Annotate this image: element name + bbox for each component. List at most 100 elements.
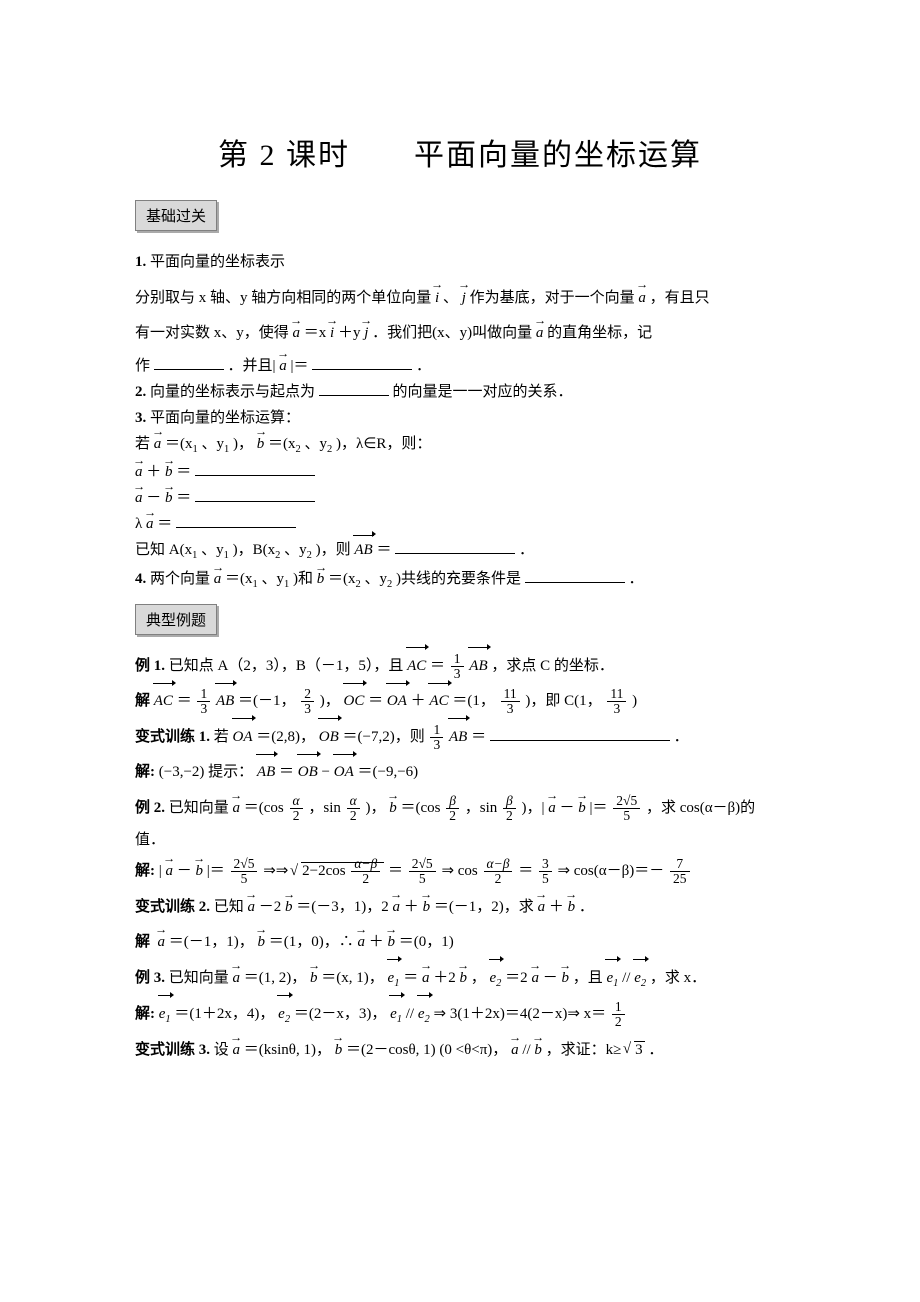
text: ＝(2,8)， bbox=[256, 729, 315, 745]
vec-AC: AC bbox=[407, 651, 426, 683]
var1: 变式训练 1. 若 OA ＝(2,8)， OB ＝(−7,2)，则 13 AB … bbox=[135, 722, 785, 754]
vec-a: a bbox=[358, 927, 366, 959]
text: 已知 A(x bbox=[135, 542, 192, 558]
vec-OB: OB bbox=[319, 722, 339, 754]
vec-a: a bbox=[233, 793, 241, 825]
text: ＝(0，1) bbox=[399, 934, 454, 950]
vec-b: b bbox=[257, 432, 265, 456]
text: ． bbox=[416, 358, 431, 374]
vec-b: b bbox=[165, 486, 173, 510]
frac-a2: α2 bbox=[347, 794, 360, 823]
item2-num: 2. bbox=[135, 384, 146, 400]
ex1-head: 例 1. bbox=[135, 658, 165, 674]
text: ，求点 C 的坐标． bbox=[491, 658, 614, 674]
text: 、y bbox=[201, 542, 224, 558]
text: ＝ bbox=[376, 542, 391, 558]
item1-line2: 有一对实数 x、y，使得 a ＝x i ＋y j ．我们把(x、y)叫做向量 a… bbox=[135, 318, 785, 350]
page-title: 第 2 课时 平面向量的坐标运算 bbox=[135, 130, 785, 174]
vec-b: b bbox=[389, 793, 397, 825]
text: |＝ bbox=[590, 800, 608, 816]
vec-b: b bbox=[534, 1035, 542, 1067]
item3-l4: λ a ＝ bbox=[135, 512, 785, 536]
text: )，λ∈R，则： bbox=[336, 436, 431, 452]
text: 两个向量 bbox=[150, 571, 210, 587]
text: ＝(2－cosθ, 1) (0 <θ<π)， bbox=[346, 1042, 507, 1058]
text: 、y bbox=[305, 436, 328, 452]
text: ＝ bbox=[279, 764, 294, 780]
sol-head: 解: bbox=[135, 1006, 155, 1022]
vec-a: a bbox=[538, 892, 546, 924]
text: 若 bbox=[135, 436, 150, 452]
frac-1-2: 12 bbox=[612, 1000, 625, 1029]
vec-i: i bbox=[330, 318, 334, 350]
text: 值． bbox=[135, 832, 165, 848]
text: ＝(cos bbox=[244, 800, 284, 816]
text: )， bbox=[365, 800, 385, 816]
vec-OC: OC bbox=[344, 686, 365, 718]
text: 有一对实数 x、y，使得 bbox=[135, 325, 289, 341]
text: ． bbox=[648, 1042, 663, 1058]
text: ⇒ cos bbox=[441, 863, 477, 879]
frac-2rt5-5: 2√55 bbox=[409, 857, 436, 886]
text: ＝(−9,−6) bbox=[357, 764, 418, 780]
text: ) bbox=[632, 693, 637, 709]
text: 、y bbox=[284, 542, 307, 558]
item1-num: 1. bbox=[135, 254, 146, 270]
blank bbox=[490, 725, 670, 741]
text: ＋ bbox=[146, 464, 161, 480]
frac-2-3: 23 bbox=[301, 687, 314, 716]
frac-2rt5-5: 2√55 bbox=[231, 857, 258, 886]
text: 设 bbox=[214, 1042, 229, 1058]
var2-head: 变式训练 2. bbox=[135, 899, 210, 915]
text: ＋ bbox=[404, 899, 419, 915]
vec-e2: e2 bbox=[634, 963, 646, 995]
frac-11-3: 113 bbox=[501, 687, 520, 716]
vec-a: a bbox=[158, 927, 166, 959]
ex3-head: 例 3. bbox=[135, 970, 165, 986]
var1-head: 变式训练 1. bbox=[135, 729, 210, 745]
text: ＝2 bbox=[505, 970, 528, 986]
vec-j: j bbox=[364, 318, 368, 350]
sqrt-expr: 2−2cos α−β2 bbox=[292, 856, 384, 888]
text: 、y bbox=[365, 571, 388, 587]
text: ＝ bbox=[176, 490, 191, 506]
text: ＝(2－x，3)， bbox=[294, 1006, 387, 1022]
text: ，求证：k≥ bbox=[546, 1042, 622, 1058]
vec-b: b bbox=[578, 793, 586, 825]
text: ＝x bbox=[304, 325, 327, 341]
vec-a: a bbox=[233, 963, 241, 995]
text: 分别取与 x 轴、y 轴方向相同的两个单位向量 bbox=[135, 290, 431, 306]
ex2-sol: 解: | a － b |＝ 2√55 ⇒⇒ 2−2cos α−β2 ＝ 2√55… bbox=[135, 856, 785, 888]
text: ，求 cos(α－β)的 bbox=[646, 800, 755, 816]
text: ＝(x bbox=[328, 571, 356, 587]
text: ，sin bbox=[465, 800, 498, 816]
text: ． bbox=[579, 899, 594, 915]
ex1-sol: 解 AC ＝ 13 AB ＝(－1， 23 )， OC ＝ OA ＋ AC ＝(… bbox=[135, 686, 785, 718]
text: ＝(1, 2)， bbox=[244, 970, 307, 986]
vec-a: a bbox=[154, 432, 162, 456]
blank bbox=[195, 486, 315, 502]
text: ＝ bbox=[430, 658, 445, 674]
text: λ bbox=[135, 516, 142, 532]
arrows: ⇒⇒ bbox=[263, 863, 288, 879]
frac-3-5: 35 bbox=[539, 857, 552, 886]
frac-7-25: 725 bbox=[670, 857, 690, 886]
blank bbox=[154, 354, 224, 370]
ex2b: 值． bbox=[135, 828, 785, 852]
sol-head: 解: bbox=[135, 863, 155, 879]
vec-i: i bbox=[435, 283, 439, 315]
vec-a: a bbox=[422, 963, 430, 995]
sol-head: 解 bbox=[135, 934, 150, 950]
item3-l1: 若 a ＝(x1 、y1 )， b ＝(x2 、y2 )，λ∈R，则： bbox=[135, 432, 785, 459]
frac-1-3: 13 bbox=[197, 687, 210, 716]
item1-title: 平面向量的坐标表示 bbox=[150, 254, 285, 270]
text: ，sin bbox=[308, 800, 341, 816]
blank bbox=[395, 538, 515, 554]
vec-b: b bbox=[285, 892, 293, 924]
text: 已知 bbox=[214, 899, 244, 915]
item2: 2. 向量的坐标表示与起点为 的向量是一一对应的关系． bbox=[135, 380, 785, 404]
vec-b: b bbox=[568, 892, 576, 924]
sol-head: 解 bbox=[135, 693, 150, 709]
vec-AB: AB bbox=[354, 538, 372, 562]
text: ＝(x bbox=[225, 571, 253, 587]
